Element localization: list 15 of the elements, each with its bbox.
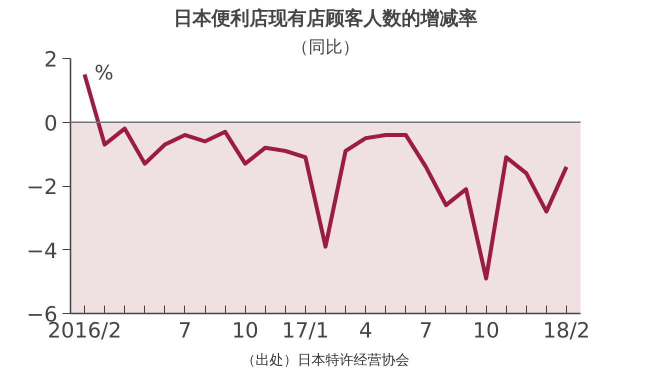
- x-tick-label: 10: [232, 318, 259, 342]
- x-tick-label: 10: [472, 318, 500, 342]
- x-tick-label: 18/2: [542, 318, 590, 342]
- y-axis-title: %: [94, 60, 114, 84]
- x-tick-label: 7: [419, 318, 433, 342]
- text: （出处）日本特许经营协会: [242, 352, 410, 368]
- y-tick-label: 0: [44, 111, 58, 136]
- chart-subtitle: （同比）: [292, 38, 360, 58]
- x-tick-label: 7: [178, 318, 192, 342]
- chart-title: 日本便利店现有店顾客人数的增减率: [174, 8, 478, 30]
- y-tick-label: 2: [44, 48, 58, 72]
- y-tick-label: −4: [26, 238, 58, 263]
- y-tick-label: −2: [26, 175, 58, 199]
- x-tick-label: 17/1: [282, 318, 330, 342]
- x-tick-label: 4: [358, 318, 372, 342]
